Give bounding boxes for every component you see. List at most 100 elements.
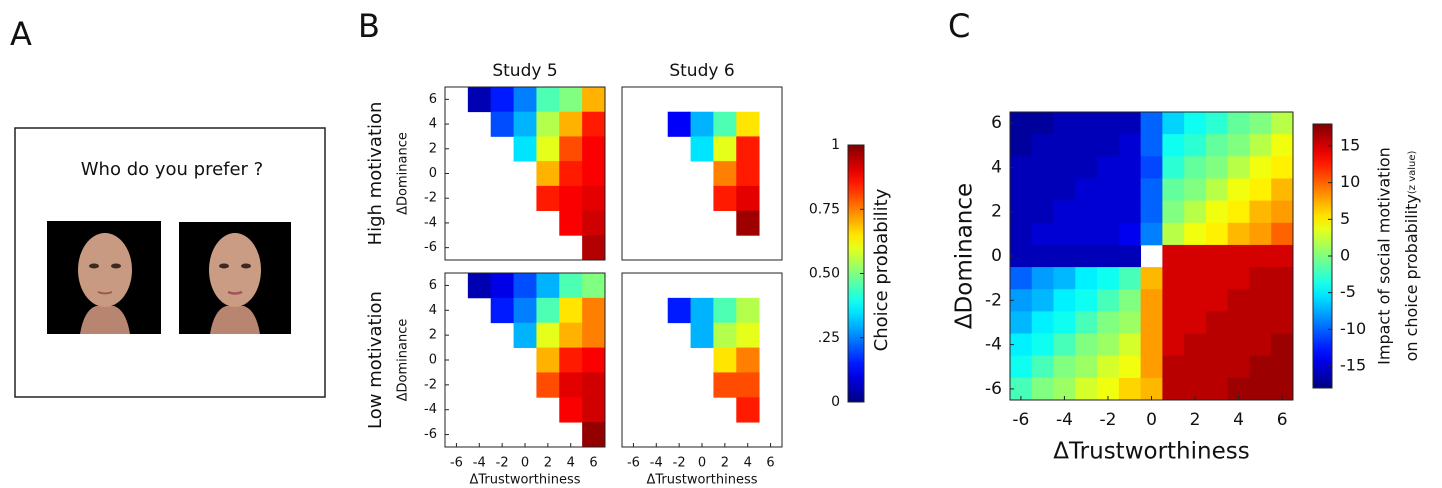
column-title: Study 5: [492, 61, 557, 81]
heatmap-cell: [1184, 112, 1207, 135]
x-tick-label: -6: [627, 456, 640, 471]
colorbar-tick-label: 5: [1340, 209, 1350, 228]
heatmap-cell: [1205, 156, 1229, 179]
heatmap-cell: [1031, 178, 1054, 202]
heatmap-cell: [736, 111, 760, 137]
heatmap-cell: [1249, 156, 1272, 179]
heatmap-cell: [536, 347, 560, 373]
heatmap-cell: [582, 372, 606, 398]
heatmap-cell: [1205, 377, 1229, 401]
y-tick-label: -2: [424, 191, 437, 206]
heatmap-cell: [1010, 134, 1033, 157]
heatmap-cell: [536, 372, 560, 398]
heatmap-cell: [559, 322, 583, 348]
heatmap-cell: [1097, 112, 1120, 135]
heatmap-cell: [536, 297, 560, 324]
colorbar-label: on choice probability(z value): [1402, 150, 1421, 361]
colorbar-tick-label: -15: [1340, 356, 1366, 375]
heatmap-cell: [1118, 222, 1142, 246]
heatmap-cell: [1075, 156, 1098, 179]
heatmap-cell: [1227, 311, 1250, 334]
heatmap-cell: [1053, 333, 1076, 357]
heatmap-cell: [1097, 156, 1120, 179]
heatmap-cell: [1010, 200, 1033, 224]
colorbar-label: Choice probability: [871, 188, 892, 351]
heatmap-cell: [713, 161, 737, 187]
heatmap-cell: [1053, 222, 1076, 246]
heatmap-cell: [1140, 156, 1163, 179]
heatmap-cell: [736, 322, 760, 348]
heatmap-cell: [1097, 311, 1120, 334]
heatmap-cell: [1097, 289, 1120, 312]
heatmap-cell: [1227, 112, 1250, 135]
colorbar-tick-label: -10: [1340, 319, 1366, 338]
heatmap-cell: [1271, 311, 1294, 334]
heatmap-cell: [1271, 112, 1294, 135]
panel-label: B: [358, 7, 380, 45]
y-tick-label: -6: [424, 240, 437, 255]
heatmap-cell: [736, 161, 760, 187]
heatmap-cell: [536, 322, 560, 348]
heatmap-cell: [690, 111, 714, 137]
heatmap-cell: [1162, 178, 1185, 202]
heatmap-cell: [1140, 355, 1163, 379]
heatmap-cell: [1271, 178, 1294, 202]
heatmap-cell: [1162, 333, 1185, 357]
colorbar-tick-label: 10: [1340, 172, 1360, 191]
y-tick-label: -4: [424, 402, 437, 417]
heatmap-cell: [1010, 289, 1033, 312]
x-tick-label: 0: [1146, 410, 1157, 430]
heatmap-cell: [1075, 289, 1098, 312]
heatmap-cell: [513, 111, 537, 137]
heatmap-cell: [1249, 134, 1272, 157]
x-tick-label: 0: [521, 456, 529, 471]
x-tick-label: 4: [744, 456, 752, 471]
heatmap-cell: [713, 372, 737, 398]
heatmap-cell: [736, 372, 760, 398]
y-tick-label: 4: [429, 303, 437, 318]
colorbar-tick-label: 0: [1340, 246, 1350, 265]
heatmap-cell: [1227, 267, 1250, 290]
heatmap-cell: [1118, 311, 1142, 334]
heatmap-cell: [1184, 200, 1207, 224]
heatmap-cell: [1184, 244, 1207, 268]
heatmap-cell: [1097, 333, 1120, 357]
y-tick-label: 0: [991, 246, 1002, 266]
heatmap-cell: [1249, 244, 1272, 268]
heatmap-cell: [1075, 267, 1098, 290]
heatmap-cell: [1010, 244, 1033, 268]
heatmap-cell: [1097, 222, 1120, 246]
heatmap-cell: [713, 111, 737, 137]
x-tick-label: 2: [544, 456, 552, 471]
y-tick-label: 4: [429, 117, 437, 132]
heatmap-cell: [1205, 222, 1229, 246]
heatmap-cell: [1162, 244, 1185, 268]
heatmap-cell: [1118, 244, 1142, 268]
colorbar-tick-label: .25: [818, 330, 840, 346]
heatmap-cell: [513, 136, 537, 162]
y-tick-label: -6: [424, 427, 437, 442]
heatmap-cell: [467, 87, 492, 113]
heatmap-cell: [513, 297, 537, 324]
heatmap-cell: [1010, 377, 1033, 401]
heatmap-cell: [582, 422, 606, 448]
heatmap-cell: [1140, 134, 1163, 157]
heatmap-cell: [1184, 134, 1207, 157]
heatmap-cell: [1118, 156, 1142, 179]
heatmap-cell: [1010, 333, 1033, 357]
heatmap-cell: [1010, 311, 1033, 334]
heatmap-cell: [1010, 156, 1033, 179]
heatmap-cell: [559, 397, 583, 423]
y-tick-label: 6: [429, 278, 437, 293]
y-tick-label: 0: [429, 166, 437, 181]
heatmap-cell: [690, 136, 714, 162]
y-tick-label: -6: [985, 379, 1002, 399]
heatmap-cell: [559, 185, 583, 211]
heatmap-cell: [559, 136, 583, 162]
heatmap-cell: [559, 161, 583, 187]
heatmap-cell: [582, 136, 606, 162]
heatmap-cell: [1249, 178, 1272, 202]
heatmap-cell: [690, 297, 714, 324]
x-tick-label: 6: [589, 456, 597, 471]
